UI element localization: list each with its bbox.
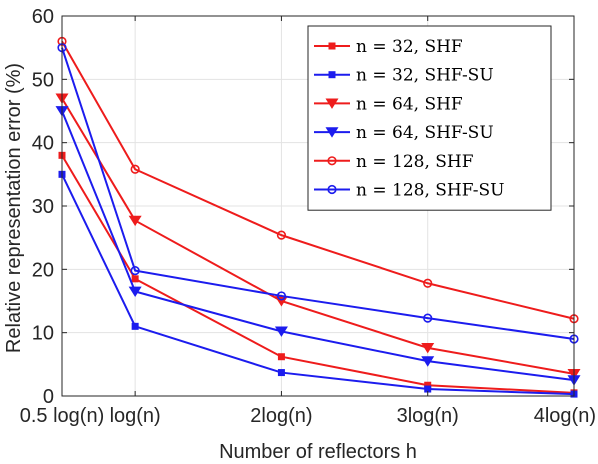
x-tick-label: 2log(n) [250,405,312,427]
legend-swatch-marker [327,184,337,195]
data-point [277,369,285,377]
x-tick-label: 3log(n) [397,405,459,427]
y-axis-title: Relative representation error (%) [3,63,25,353]
data-point [128,215,142,227]
legend-label: n = 64, SHF-SU [356,123,494,143]
legend-label: n = 64, SHF [356,94,463,114]
data-point [274,326,288,337]
legend-swatch-marker [328,71,336,79]
data-point [423,278,433,288]
x-tick-label: log(n) [110,405,161,427]
x-tick-label: 4log(n) [534,405,596,427]
tick-labels: 0.5 log(n) log(n) 2log(n) 3log(n) 4log(n) 0 10… [20,6,596,427]
series-line [61,40,575,320]
series-line [61,47,575,340]
data-point [276,230,287,240]
legend-swatch-marker [328,42,336,50]
y-tick-label: 40 [32,133,54,155]
data-point [131,275,139,283]
x-axis-title: Number of reflectors h [219,441,417,463]
legend-label: n = 128, SHF [356,152,474,172]
data-point [276,291,287,301]
y-tick-label: 0 [43,386,54,408]
y-tick-label: 30 [32,196,54,218]
legend-swatch-marker [327,156,337,166]
legend-entry: n = 64, SHF [314,94,463,114]
legend-swatch-marker [325,127,339,138]
legend-entry: n = 128, SHF [314,152,474,172]
data-point [131,322,139,330]
data-point [424,381,432,389]
data-point [130,266,140,276]
data-point [421,342,435,354]
data-point [423,313,433,323]
data-point [130,164,140,174]
legend-entry: n = 64, SHF-SU [314,123,494,143]
series-4 [57,36,579,324]
legend: n = 32, SHF n = 32, SHF-SU n = 64, SHF n = … [307,25,552,211]
legend-label: n = 128, SHF-SU [356,181,504,201]
y-tick-label: 50 [32,69,54,91]
y-tick-label: 60 [32,6,54,28]
legend-swatch-marker [325,98,339,109]
data-point [277,353,285,361]
data-point [421,356,435,367]
legend-entry: n = 32, SHF-SU [314,66,494,86]
data-point [128,286,142,298]
legend-label: n = 32, SHF [356,37,463,57]
legend-box [307,25,552,211]
tick-marks [61,15,575,397]
y-tick-label: 20 [32,259,54,281]
legend-label: n = 32, SHF-SU [356,66,494,86]
y-tick-label: 10 [32,323,54,345]
x-tick-label: 0.5 log(n) [20,405,105,427]
data-point [424,385,432,393]
legend-entry: n = 32, SHF [314,37,463,57]
legend-entry: n = 128, SHF-SU [314,181,504,201]
